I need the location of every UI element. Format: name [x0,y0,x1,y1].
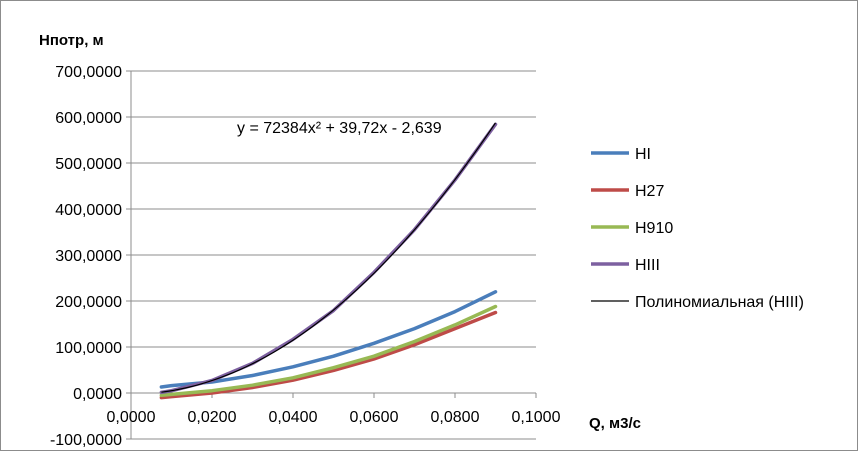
y-tick-label: 200,0000 [55,294,122,311]
trendline-hiii [161,122,496,393]
series-line-hiii [159,122,498,395]
y-tick-label: 700,0000 [55,64,122,81]
y-tick-label: 100,0000 [55,340,122,357]
series-line-h910 [159,304,498,398]
x-tick-label: 0,0400 [269,409,318,426]
x-tick-label: 0,1000 [512,409,561,426]
gridlines [131,70,536,440]
series-lines [159,122,498,400]
legend: HI H27 H910 HIII Полиномиальная (HIII) [591,146,804,311]
legend-label: Полиномиальная (HIII) [635,294,804,311]
series-line-h27 [159,310,498,400]
x-tick-label: 0,0200 [188,409,237,426]
x-tick-label: 0,0800 [431,409,480,426]
y-tick-label: 600,0000 [55,110,122,127]
x-tick-label: 0,0000 [107,409,156,426]
y-tick-label: 400,0000 [55,202,122,219]
legend-label: HIII [635,257,660,274]
y-tick-label: 300,0000 [55,248,122,265]
series-line-hi [159,290,498,389]
trendline-equation: y = 72384x² + 39,72x - 2,639 [237,120,442,137]
x-tick-label: 0,0600 [350,409,399,426]
legend-label: HI [635,146,651,163]
y-tick-labels: -100,0000 0,0000 100,0000 200,0000 300,0000 4… [50,64,122,449]
legend-label: H27 [635,183,664,200]
y-axis-title: Нпотр, м [39,32,104,49]
legend-label: H910 [635,220,673,237]
y-tick-label: 0,0000 [73,386,122,403]
y-tick-label: -100,0000 [50,432,122,449]
y-tick-label: 500,0000 [55,156,122,173]
x-axis-title: Q, м3/с [589,415,641,432]
x-tick-labels: 0,0000 0,0200 0,0400 0,0600 0,0800 0,1000 [107,409,561,426]
